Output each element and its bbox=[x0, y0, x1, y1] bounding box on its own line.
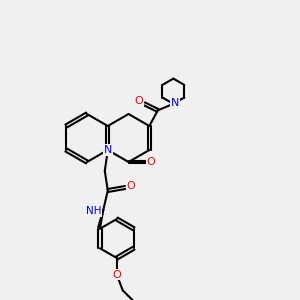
Text: O: O bbox=[126, 181, 135, 191]
Text: N: N bbox=[103, 145, 112, 155]
Text: O: O bbox=[112, 270, 121, 280]
Text: O: O bbox=[134, 96, 143, 106]
Text: N: N bbox=[171, 98, 179, 108]
Text: O: O bbox=[147, 157, 155, 167]
Text: NH: NH bbox=[86, 206, 101, 217]
